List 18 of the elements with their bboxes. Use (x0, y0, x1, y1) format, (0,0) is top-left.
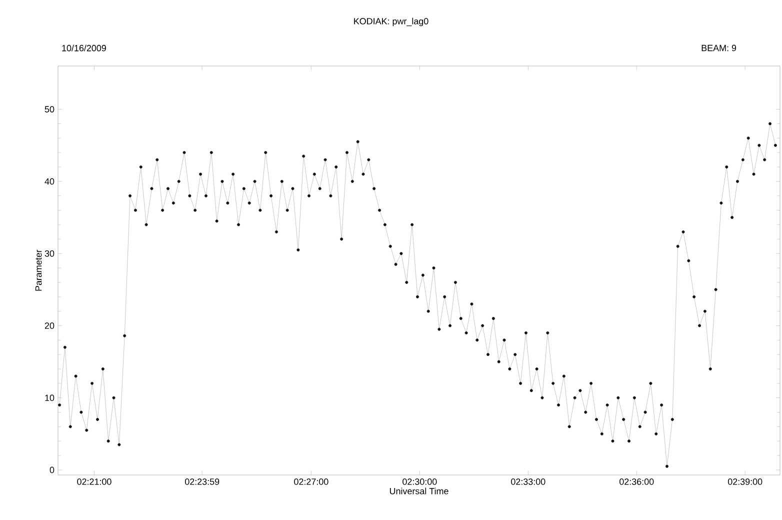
x-tick-label: 02:27:00 (294, 478, 328, 485)
chart-title: KODIAK: pwr_lag0 (354, 18, 428, 26)
x-tick-label: 02:30:00 (402, 478, 437, 485)
y-tick-label: 10 (45, 394, 54, 401)
x-tick-label: 02:36:00 (620, 478, 654, 485)
x-tick-label: 02:23:59 (185, 478, 220, 485)
y-axis-title: Parameter (35, 250, 42, 291)
y-tick-label: 0 (50, 466, 54, 474)
text: BEAM: 9 (702, 44, 736, 52)
y-tick-label: 20 (44, 322, 54, 329)
y-tick-label: 50 (44, 106, 54, 112)
x-tick-label: 02:39:00 (728, 478, 762, 485)
text: 10/16/2009 (62, 44, 106, 52)
x-tick-label: 02:21:00 (77, 478, 112, 485)
y-tick-label: 40 (44, 178, 54, 185)
x-axis-title: Universal Time (390, 488, 448, 494)
x-tick-label: 02:33:00 (511, 478, 546, 485)
y-tick-label: 30 (44, 250, 54, 257)
